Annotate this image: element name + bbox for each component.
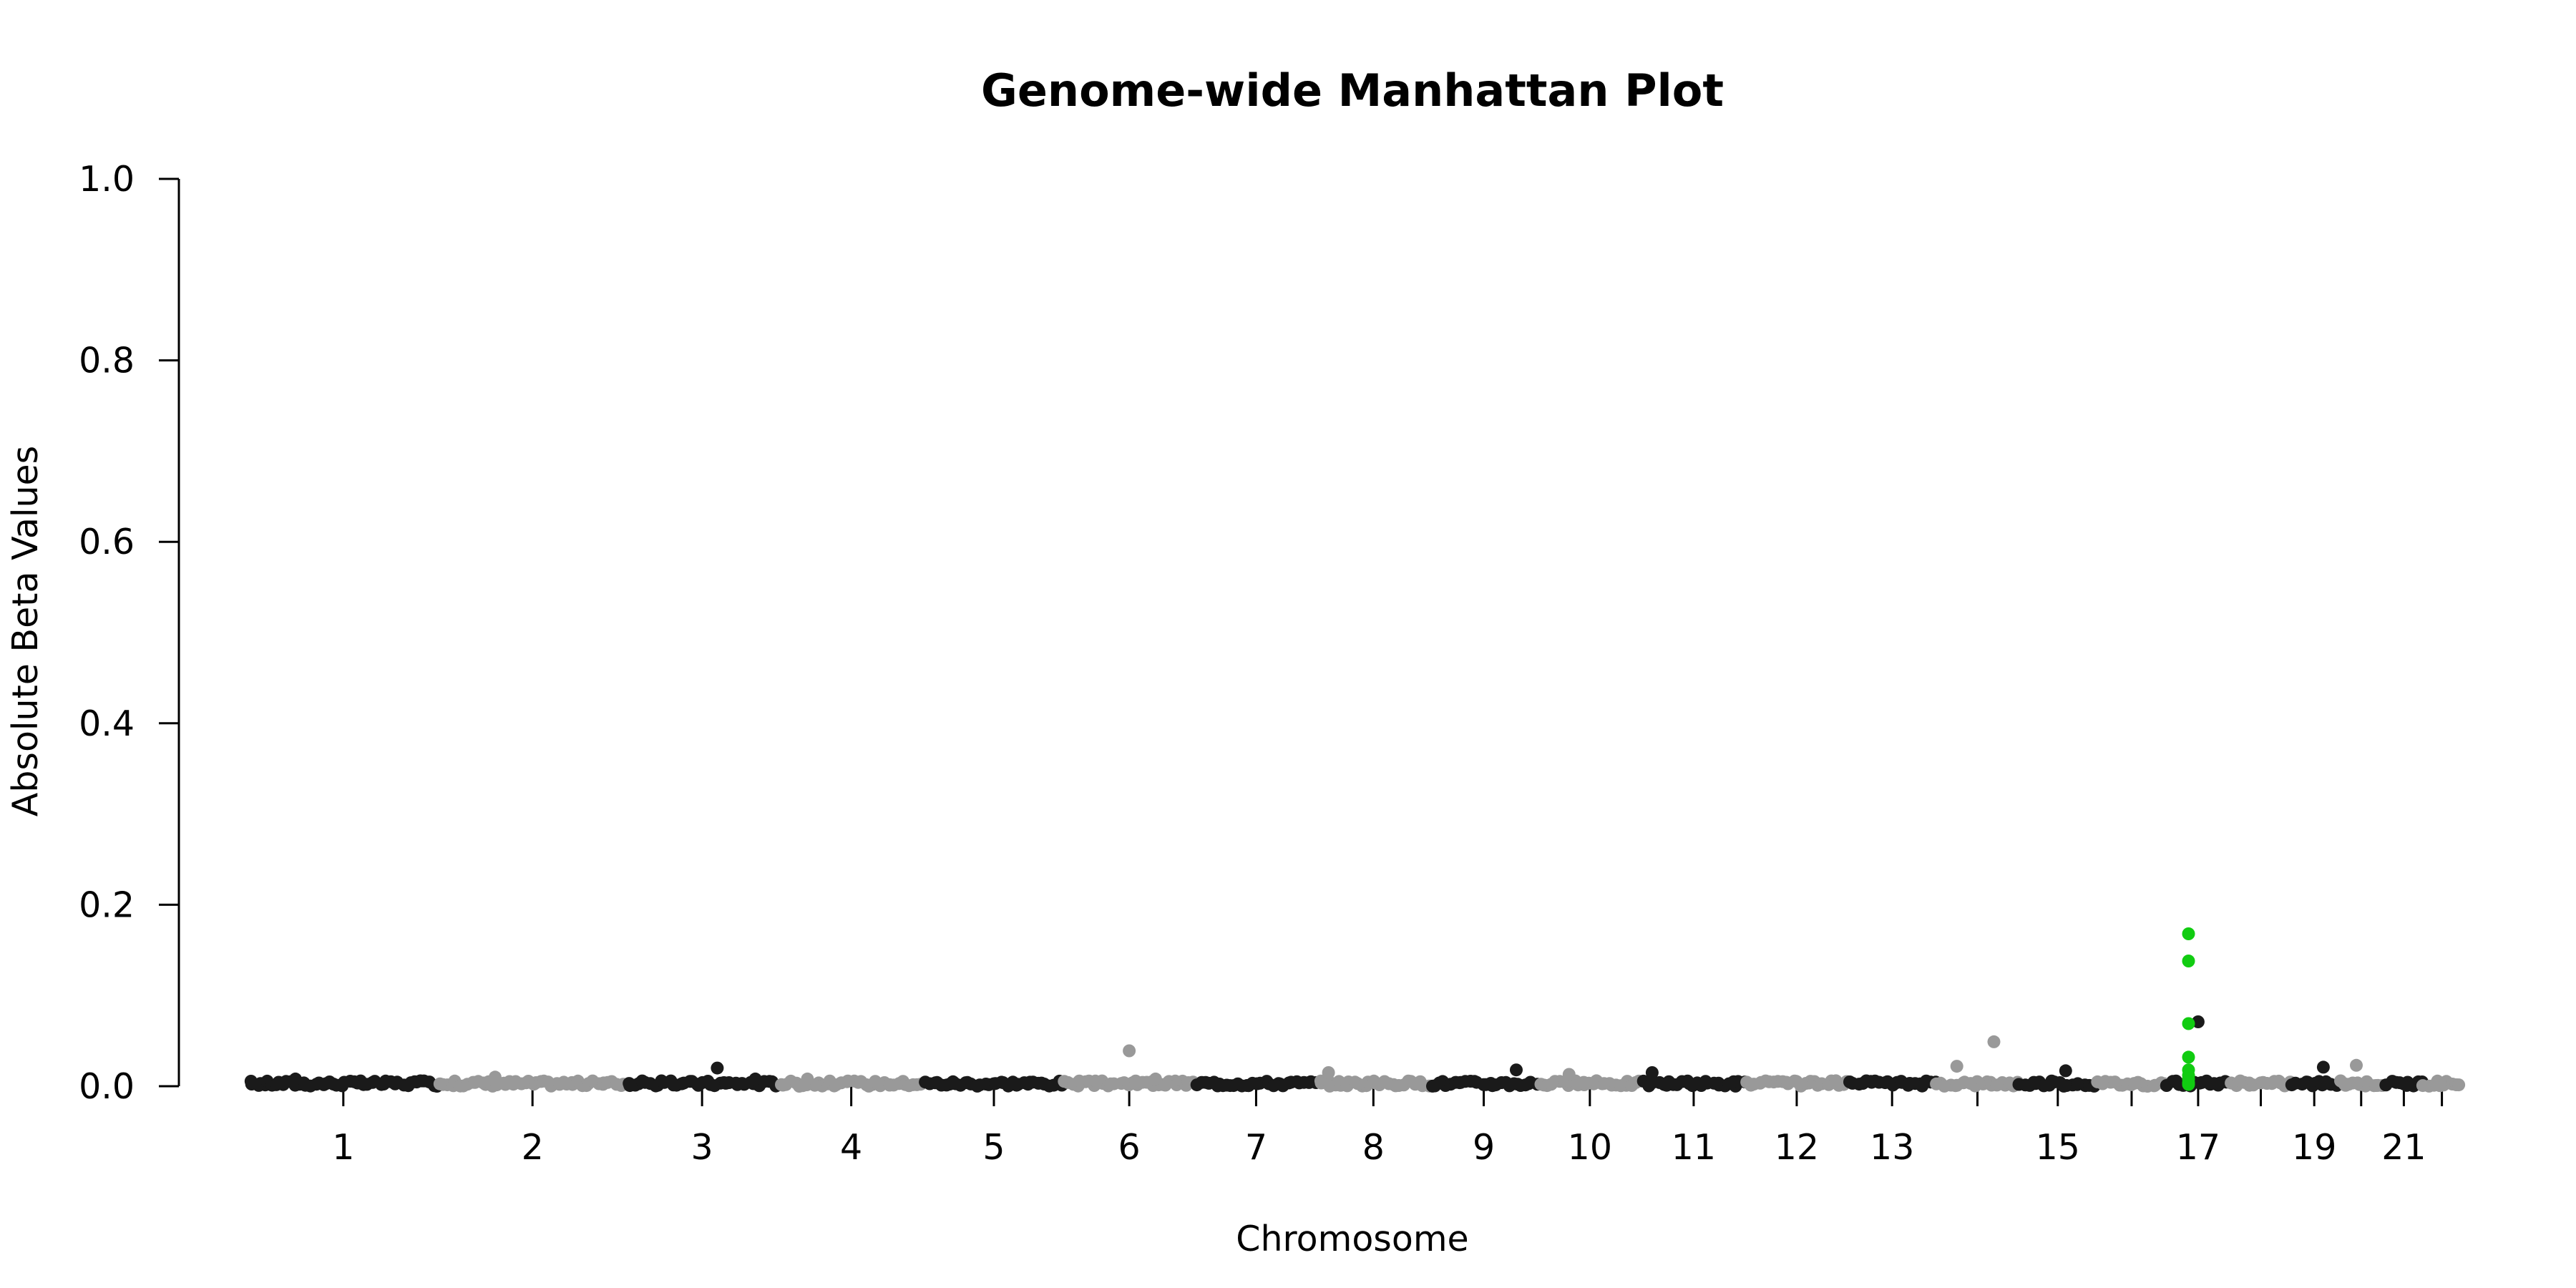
- peak-point: [1322, 1066, 1335, 1079]
- y-axis: 0.0 0.2 0.4 0.6 0.8 1.0: [79, 159, 180, 1107]
- x-tick-label: 2: [522, 1127, 544, 1168]
- y-axis-label: Absolute Beta Values: [5, 446, 46, 816]
- peak-point: [1950, 1060, 1963, 1073]
- y-tick-label: 1.0: [79, 159, 135, 200]
- peak-point: [801, 1072, 814, 1085]
- peak-point: [2059, 1064, 2072, 1078]
- peak-point: [488, 1070, 502, 1084]
- x-tick-label: 10: [1568, 1127, 1612, 1168]
- y-tick-label: 0.2: [79, 884, 135, 925]
- x-tick-label: 17: [2176, 1127, 2220, 1168]
- x-tick-label: 9: [1473, 1127, 1495, 1168]
- peak-point: [288, 1072, 302, 1085]
- peak-point: [1645, 1066, 1659, 1079]
- y-tick-label: 0.0: [79, 1066, 135, 1107]
- highlight-point: [2182, 1017, 2195, 1030]
- y-tick-label: 0.8: [79, 341, 135, 381]
- y-tick-label: 0.6: [79, 522, 135, 562]
- peak-point: [1562, 1068, 1576, 1081]
- x-tick-label: 21: [2381, 1127, 2426, 1168]
- highlight-point: [2182, 955, 2195, 967]
- peak-point: [711, 1061, 724, 1075]
- x-tick-label: 19: [2292, 1127, 2336, 1168]
- x-tick-label: 8: [1362, 1127, 1385, 1168]
- x-tick-label: 12: [1775, 1127, 1819, 1168]
- peak-point: [1510, 1063, 1523, 1077]
- data-point: [2452, 1078, 2466, 1092]
- y-tick-label: 0.4: [79, 703, 135, 744]
- data-points: [244, 927, 2466, 1093]
- x-tick-label: 7: [1245, 1127, 1267, 1168]
- x-tick-label: 3: [691, 1127, 713, 1168]
- x-tick-label: 5: [982, 1127, 1005, 1168]
- peak-point: [2191, 1015, 2205, 1028]
- peak-point: [1148, 1072, 1162, 1085]
- peak-point: [2316, 1060, 2330, 1074]
- highlight-point: [2182, 927, 2195, 940]
- highlight-point: [2182, 1078, 2195, 1091]
- x-tick-label: 4: [840, 1127, 862, 1168]
- x-tick-label: 6: [1118, 1127, 1141, 1168]
- peak-point: [2350, 1058, 2363, 1072]
- x-tick-label: 1: [332, 1127, 354, 1168]
- x-axis: 1 2 3 4 5 6 7 8 9 10 11 12 13 15 17 19 21: [248, 1085, 2462, 1168]
- x-axis-label: Chromosome: [1236, 1219, 1468, 1259]
- peak-point: [1123, 1044, 1136, 1058]
- peak-point: [748, 1072, 762, 1085]
- peak-point: [1987, 1035, 2001, 1048]
- x-tick-label: 11: [1672, 1127, 1716, 1168]
- highlight-point: [2182, 1050, 2195, 1064]
- x-tick-label: 15: [2036, 1127, 2080, 1168]
- chart-title: Genome-wide Manhattan Plot: [981, 64, 1724, 117]
- x-tick-label: 13: [1870, 1127, 1914, 1168]
